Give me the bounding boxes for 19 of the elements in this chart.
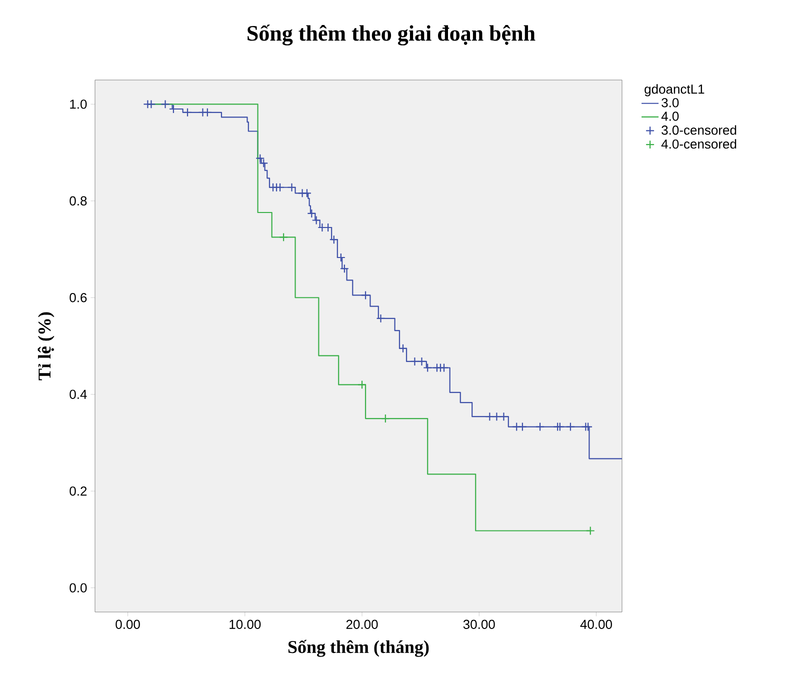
y-tick-label: 0.6 [70,293,87,302]
y-tick-label: 0.2 [70,486,87,496]
legend-label: 4.0-censored [661,139,736,149]
chart-title: Sống thêm theo giai đoạn bệnh [248,24,536,46]
x-tick-label: 0.00 [116,620,140,629]
legend-label: 3.0 [662,98,679,108]
y-tick-label: 0.4 [70,390,87,399]
y-tick-label: 0.8 [70,196,87,206]
x-tick-label: 10.00 [230,620,261,629]
x-tick-label: 30.00 [463,620,495,629]
y-axis-title: Tỉ lệ (%) [38,312,54,380]
y-tick-label: 0.0 [70,583,87,592]
x-tick-label: 20.00 [346,620,378,629]
x-tick-label: 40.00 [580,620,612,629]
legend-label: 3.0-censored [662,125,736,135]
legend-label: 4.0 [661,112,679,121]
legend-title: gdoanctL1 [644,84,704,96]
y-tick-label: 1.0 [70,100,87,109]
x-axis-title: Sống thêm (tháng) [288,640,429,657]
